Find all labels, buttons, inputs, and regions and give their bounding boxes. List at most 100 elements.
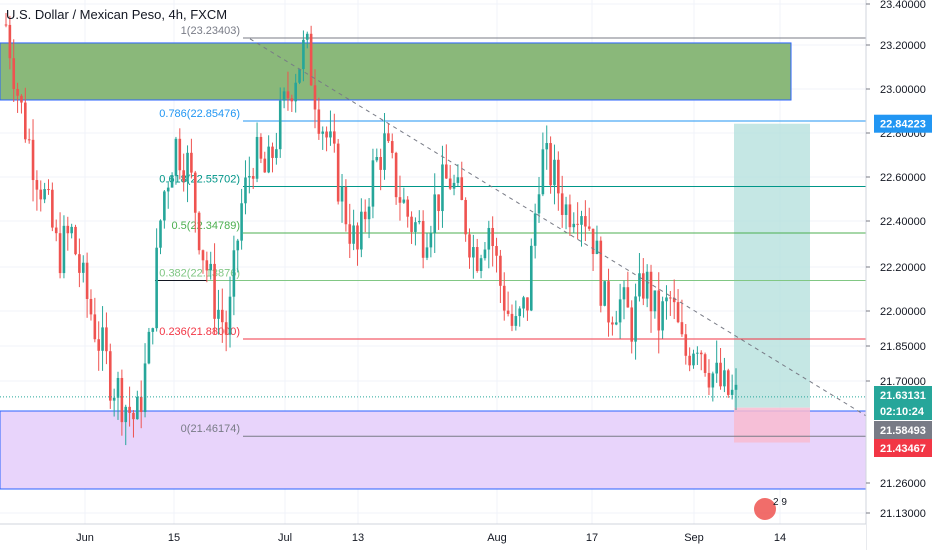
candle-body bbox=[263, 158, 267, 173]
price-tick-label: 21.70000 bbox=[880, 376, 926, 388]
candle-body bbox=[618, 299, 622, 323]
candle-body bbox=[506, 310, 510, 314]
candle-body bbox=[518, 308, 522, 317]
price-label-box bbox=[874, 402, 932, 420]
candle-body bbox=[348, 224, 352, 244]
candle-body bbox=[228, 296, 232, 335]
candle-body bbox=[190, 152, 193, 173]
candle-body bbox=[522, 297, 525, 309]
price-label-box bbox=[874, 439, 932, 457]
candle-body bbox=[630, 307, 634, 342]
candle-body bbox=[626, 287, 630, 308]
candle-body bbox=[456, 177, 460, 183]
candle-body bbox=[24, 102, 27, 140]
candle-body bbox=[394, 152, 398, 198]
candle-body bbox=[433, 194, 437, 233]
candle-body bbox=[166, 187, 170, 192]
supply-zone bbox=[0, 42, 792, 101]
candle-body bbox=[603, 281, 606, 306]
price-label: 21.58493 bbox=[880, 425, 926, 437]
candle-body bbox=[719, 362, 722, 387]
time-axis-bg bbox=[0, 524, 866, 550]
fib-level-label: 0.382(22.13876) bbox=[159, 267, 240, 279]
candle-body bbox=[699, 352, 703, 355]
time-tick-label: 13 bbox=[352, 532, 364, 544]
candle-body bbox=[545, 143, 549, 150]
candle-body bbox=[93, 314, 97, 340]
candle-body bbox=[54, 227, 58, 234]
candle-body bbox=[599, 240, 603, 306]
candle-body bbox=[429, 232, 433, 248]
candle-body bbox=[70, 226, 73, 234]
price-tick-label: 23.00000 bbox=[880, 84, 926, 96]
candle-body bbox=[178, 138, 182, 171]
candle-body bbox=[529, 245, 533, 311]
candle-body bbox=[267, 146, 270, 173]
candle-body bbox=[66, 225, 70, 234]
candle-body bbox=[711, 373, 715, 388]
time-tick-label: Jul bbox=[278, 532, 292, 544]
candle-body bbox=[703, 354, 707, 373]
candle-body bbox=[560, 193, 564, 215]
candle-body bbox=[139, 396, 143, 413]
candle-body bbox=[371, 160, 375, 207]
candle-body bbox=[20, 95, 23, 103]
candle-body bbox=[105, 327, 108, 352]
candle-body bbox=[35, 180, 39, 190]
candle-body bbox=[379, 157, 382, 170]
candle-body bbox=[47, 189, 50, 191]
candle-body bbox=[298, 69, 301, 83]
candle-body bbox=[557, 159, 560, 194]
candle-body bbox=[669, 297, 672, 299]
candle-body bbox=[587, 226, 591, 229]
candle-body bbox=[27, 139, 31, 141]
candle-body bbox=[383, 133, 386, 170]
time-tick-label: Sep bbox=[684, 532, 704, 544]
candle-body bbox=[224, 322, 228, 335]
fib-level-label: 0(21.46174) bbox=[181, 423, 240, 435]
candle-body bbox=[367, 206, 371, 220]
candle-body bbox=[502, 285, 506, 311]
candle-body bbox=[730, 389, 734, 395]
candle-body bbox=[4, 24, 8, 26]
candle-body bbox=[468, 234, 471, 258]
candle-body bbox=[614, 322, 618, 325]
candle-body bbox=[220, 309, 224, 323]
demand-zone bbox=[0, 410, 867, 490]
candle-body bbox=[414, 222, 417, 232]
candle-body bbox=[232, 250, 236, 297]
candle-body bbox=[259, 136, 263, 159]
candle-body bbox=[336, 143, 340, 202]
candle-body bbox=[329, 131, 332, 138]
candle-body bbox=[653, 290, 657, 312]
candle-body bbox=[564, 204, 568, 215]
candle-body bbox=[78, 254, 81, 273]
candle-body bbox=[634, 296, 637, 342]
time-tick-label: Aug bbox=[487, 532, 507, 544]
candle-body bbox=[159, 220, 162, 248]
candle-body bbox=[676, 302, 680, 323]
candle-body bbox=[665, 297, 668, 302]
candle-body bbox=[290, 98, 294, 102]
candle-body bbox=[321, 131, 325, 134]
fib-level-label: 0.5(22.34789) bbox=[172, 220, 241, 232]
candle-body bbox=[491, 227, 494, 247]
price-label: 21.63131 bbox=[880, 390, 926, 402]
candle-body bbox=[101, 327, 104, 351]
loss-zone bbox=[734, 407, 810, 443]
candle-body bbox=[541, 149, 545, 195]
candle-body bbox=[452, 182, 456, 189]
candle-body bbox=[155, 247, 158, 329]
candle-body bbox=[568, 204, 572, 228]
candle-body bbox=[390, 141, 394, 153]
candle-body bbox=[576, 223, 579, 225]
candle-body bbox=[236, 240, 240, 251]
candle-body bbox=[333, 131, 336, 144]
candle-body bbox=[186, 152, 189, 182]
candle-body bbox=[58, 233, 62, 274]
fib-level-label: 0.786(22.85476) bbox=[159, 108, 240, 120]
candle-body bbox=[108, 351, 112, 401]
candle-body bbox=[302, 39, 305, 70]
